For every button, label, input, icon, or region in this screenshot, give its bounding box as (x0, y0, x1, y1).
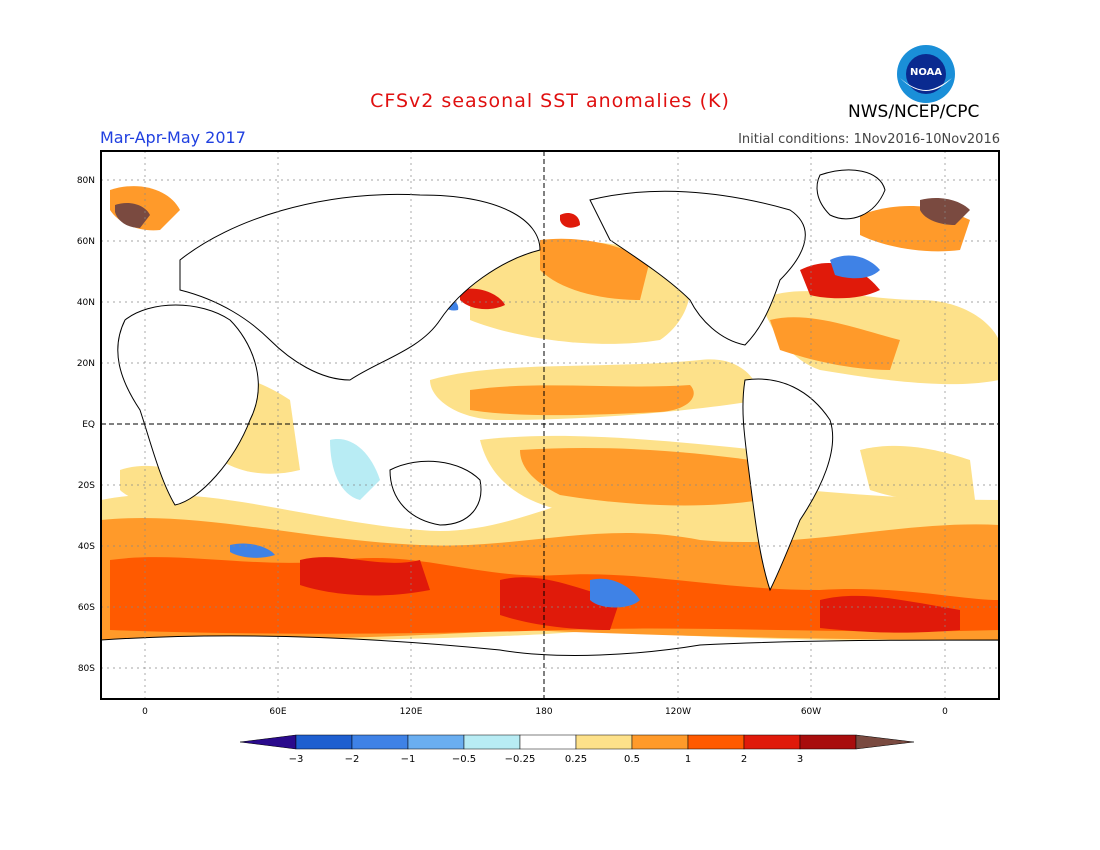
logo-text: NOAA (910, 67, 942, 78)
colorbar-segment (743, 734, 801, 750)
colorbar-label: 0.5 (624, 754, 640, 765)
colorbar-segment (407, 734, 465, 750)
lat-labels: 80N 60N 40N 20N EQ 20S 40S 60S 80S (77, 176, 95, 674)
colorbar-segment (519, 734, 577, 750)
map-frame (100, 150, 1000, 700)
colorbar-arrow-low (239, 734, 297, 750)
lon-label: 0 (142, 707, 148, 717)
lon-label: 180 (535, 707, 552, 717)
lat-label: 80S (78, 664, 95, 674)
colorbar-label: −3 (289, 754, 304, 765)
lon-label: 60E (269, 707, 286, 717)
colorbar-label: 1 (685, 754, 691, 765)
lat-label: 20N (77, 359, 95, 369)
lon-label: 0 (942, 707, 948, 717)
lat-label: 40S (78, 542, 95, 552)
colorbar-segment (295, 734, 353, 750)
colorbar-segment (463, 734, 521, 750)
lon-label: 120W (665, 707, 691, 717)
colorbar-label: −1 (401, 754, 416, 765)
colorbar-label: −0.5 (452, 754, 476, 765)
colorbar-label: 0.25 (565, 754, 587, 765)
forecast-period: Mar-Apr-May 2017 (100, 128, 246, 147)
lon-label: 60W (801, 707, 821, 717)
graticule (101, 151, 999, 699)
lat-label: 40N (77, 298, 95, 308)
coastlines (101, 169, 999, 699)
colorbar-label: −0.25 (505, 754, 536, 765)
colorbar: −3 −2 −1 −0.5 −0.25 0.25 0.5 1 2 3 (239, 734, 915, 765)
colorbar-label: 3 (797, 754, 803, 765)
colorbar-label: 2 (741, 754, 747, 765)
colorbar-segment (687, 734, 745, 750)
agency-label: NWS/NCEP/CPC (848, 102, 980, 122)
noaa-logo: NOAA (897, 45, 955, 103)
lon-label: 120E (400, 707, 423, 717)
lat-label: 80N (77, 176, 95, 186)
lat-label: 60N (77, 237, 95, 247)
lat-label: EQ (82, 420, 95, 430)
colorbar-label: −2 (345, 754, 360, 765)
colorbar-segment (631, 734, 689, 750)
chart-title: CFSv2 seasonal SST anomalies (K) (370, 90, 730, 112)
colorbar-segment (351, 734, 409, 750)
initial-conditions: Initial conditions: 1Nov2016-10Nov2016 (738, 132, 1000, 147)
lat-label: 20S (78, 481, 95, 491)
colorbar-arrow-high (855, 734, 915, 750)
lon-labels: 0 60E 120E 180 120W 60W 0 (142, 707, 948, 717)
colorbar-segment (575, 734, 633, 750)
lat-label: 60S (78, 603, 95, 613)
colorbar-segment (799, 734, 857, 750)
